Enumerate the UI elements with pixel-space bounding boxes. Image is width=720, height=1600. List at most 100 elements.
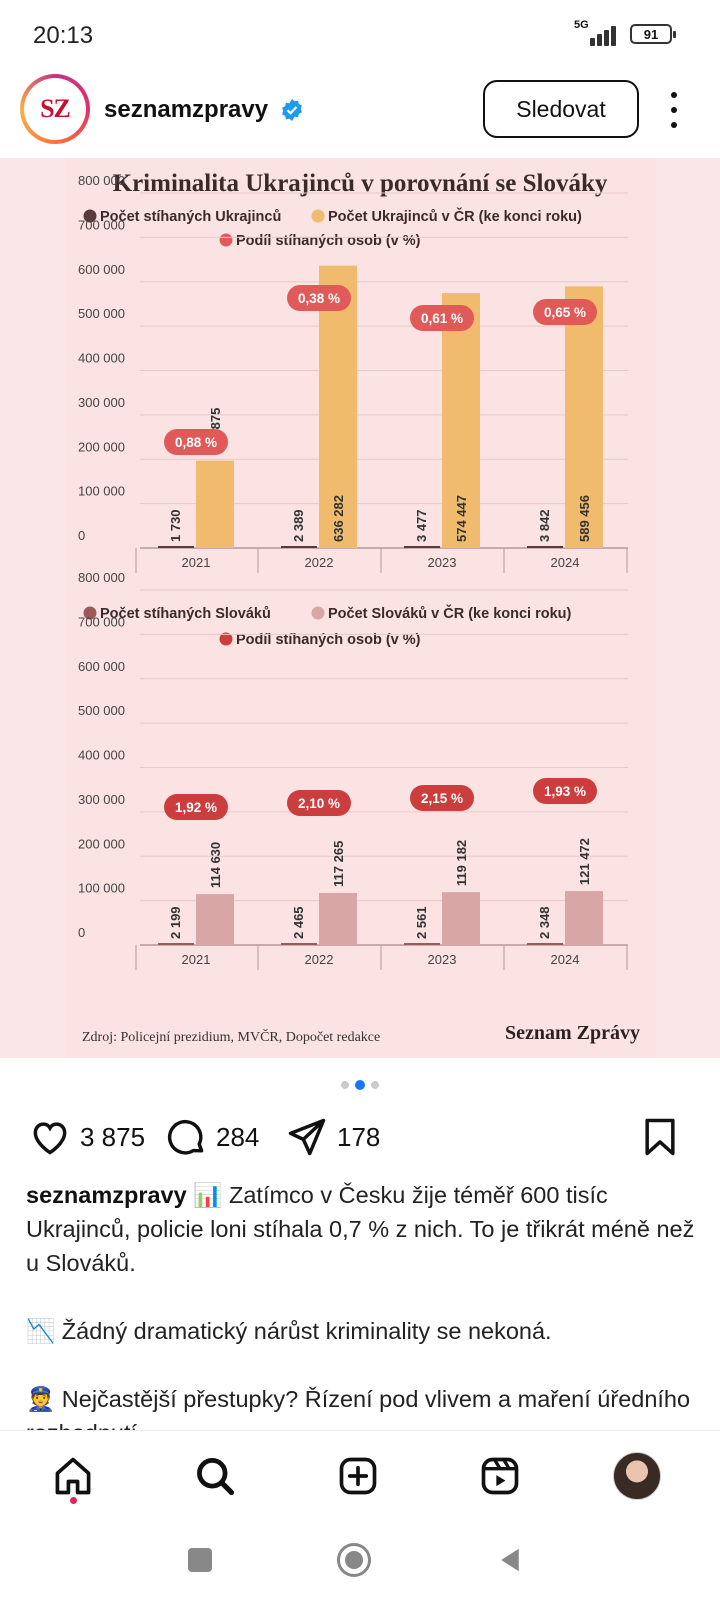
bar-prosecuted [281,546,317,548]
bar-population [196,460,234,548]
bar-label-population: 119 182 [454,840,469,886]
x-tick-label: 2022 [305,555,334,570]
share-label: 1,93 % [544,784,586,799]
y-tick-label: 300 000 [78,395,125,410]
bar-label-population: 589 456 [577,495,592,542]
bar-label-population: 117 265 [331,841,346,887]
y-tick-label: 200 000 [78,439,125,454]
like-count: 3 875 [80,1121,146,1152]
reels-icon[interactable] [475,1451,525,1501]
bar-population [442,293,480,548]
y-tick-label: 100 000 [78,484,125,499]
caption-text-2: 📉 Žádný dramatický nárůst kriminality se… [26,1318,552,1344]
follow-button[interactable]: Sledovat [483,80,639,138]
bar-prosecuted [158,546,194,548]
share-action[interactable]: 178 [285,1115,380,1159]
y-tick-label: 600 000 [78,659,125,674]
comment-icon[interactable] [164,1115,208,1159]
bar-label-prosecuted: 3 477 [414,509,429,542]
share-label: 2,10 % [298,796,340,811]
bar-prosecuted [527,943,563,945]
send-icon[interactable] [285,1115,329,1159]
bar-population [319,265,357,548]
search-icon[interactable] [190,1451,240,1501]
y-tick-label: 500 000 [78,306,125,321]
caption-username[interactable]: seznamzpravy [26,1182,187,1208]
comment-action[interactable]: 284 [164,1115,259,1159]
share-pill [287,790,351,816]
x-tick-label: 2021 [182,555,211,570]
create-post-icon[interactable] [333,1451,383,1501]
share-pill [533,778,597,804]
post-actions: 3 875 284 178 [0,1115,720,1165]
x-tick-label: 2023 [428,952,457,967]
like-action[interactable]: 3 875 [28,1115,145,1159]
legend-marker [219,632,233,646]
account-username[interactable]: seznamzpravy [104,96,269,123]
home-button-icon[interactable] [334,1540,374,1580]
status-icons: 5G 91 [574,20,676,46]
bottom-navigation [0,1430,720,1520]
bar-label-prosecuted: 2 199 [168,906,183,939]
bar-prosecuted [158,943,194,945]
bar-prosecuted [527,546,563,548]
caption-text-1: 📊 Zatímco v Česku žije téměř 600 tisíc U… [26,1182,695,1276]
share-label: 0,88 % [175,435,217,450]
bar-prosecuted [281,943,317,945]
y-tick-label: 100 000 [78,881,125,896]
y-tick-label: 0 [78,528,85,543]
save-action[interactable] [638,1115,682,1159]
x-tick-label: 2024 [551,555,580,570]
carousel-dot [341,1081,349,1089]
bookmark-icon[interactable] [638,1115,682,1159]
bar-label-prosecuted: 3 842 [537,509,552,542]
bar-label-population: 574 447 [454,495,469,542]
back-icon[interactable] [490,1540,530,1580]
heart-icon[interactable] [28,1115,72,1159]
x-tick-label: 2023 [428,555,457,570]
battery-icon: 91 [630,24,676,44]
battery-level: 91 [643,26,659,42]
bar-label-prosecuted: 2 348 [537,906,552,939]
home-icon[interactable] [48,1451,98,1501]
recent-apps-icon[interactable] [180,1540,220,1580]
share-pill [164,429,228,455]
signal-icon: 5G [574,20,620,46]
share-label: 0,38 % [298,291,340,306]
legend-label: Počet stíhaných Slováků [100,606,271,622]
legend-label: Počet Ukrajinců v ČR (ke konci roku) [328,207,582,225]
bar-label-population: 114 630 [208,842,223,888]
bar-label-prosecuted: 2 465 [291,906,306,939]
bar-label-prosecuted: 2 561 [414,906,429,939]
avatar-logo: SZ [40,94,71,123]
share-label: 0,65 % [544,305,586,320]
profile-avatar[interactable] [612,1451,662,1501]
share-count: 178 [337,1121,381,1152]
bar-population [565,286,603,548]
bar-label-population: 636 282 [331,495,346,542]
chart-brand: Seznam Zprávy [505,1022,640,1044]
account-avatar[interactable]: SZ [20,74,90,144]
bar-population [319,892,357,945]
bar-label-population: 121 472 [577,838,592,885]
legend-marker [311,209,325,223]
bar-population [442,892,480,945]
more-options-icon[interactable] [667,92,681,128]
share-label: 0,61 % [421,311,463,326]
x-tick-label: 2024 [551,952,580,967]
y-tick-label: 400 000 [78,748,125,763]
bar-label-prosecuted: 2 389 [291,509,306,542]
y-tick-label: 500 000 [78,703,125,718]
share-pill [287,285,351,311]
caption-text-3: 👮 Nejčastější přestupky? Řízení pod vliv… [26,1386,691,1430]
y-tick-label: 800 000 [78,570,125,585]
y-tick-label: 300 000 [78,792,125,807]
y-tick-label: 600 000 [78,262,125,277]
home-notification-dot [70,1497,77,1504]
system-navigation [0,1520,720,1600]
post-caption: seznamzpravy 📊 Zatímco v Česku žije témě… [26,1178,706,1430]
charts-svg: Počet stíhaných Ukrajinců Počet Ukrajinců… [78,173,628,970]
share-pill [164,794,228,820]
legend-label: Počet stíhaných Ukrajinců [100,209,281,225]
legend-marker [83,209,97,223]
